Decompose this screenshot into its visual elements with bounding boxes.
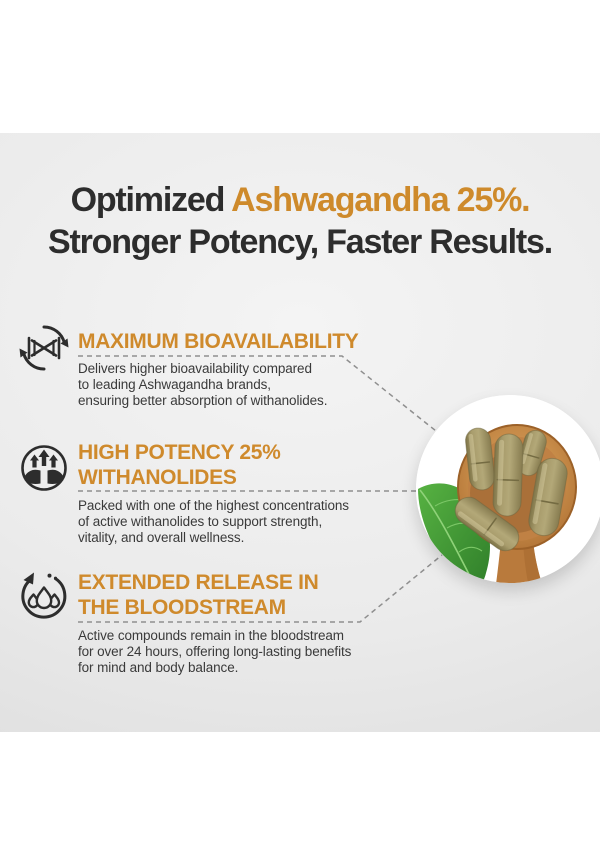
headline-line2: Stronger Potency, Faster Results.	[48, 223, 553, 261]
feature-2-title: HIGH POTENCY 25% WITHANOLIDES	[78, 441, 281, 489]
headline-line1-prefix: Optimized	[70, 181, 232, 219]
drops-cycle-icon	[16, 568, 72, 624]
capsules	[454, 427, 568, 552]
feature-3-body: Active compounds remain in the bloodstre…	[78, 628, 352, 675]
headline: Optimized Ashwagandha 25%. Stronger Pote…	[0, 179, 600, 263]
dna-cycle-icon	[16, 320, 72, 376]
feature-1-title: MAXIMUM BIOAVAILABILITY	[78, 330, 359, 353]
headline-line1: Optimized Ashwagandha 25%.	[0, 179, 600, 221]
capsules-photo-circle	[416, 395, 600, 583]
hands-growth-icon	[16, 440, 72, 496]
feature-1-body: Delivers higher bioavailability compared…	[78, 361, 328, 408]
headline-line1-highlight: Ashwagandha 25%.	[231, 181, 530, 219]
feature-2-body: Packed with one of the highest concentra…	[78, 498, 349, 545]
feature-3-title: EXTENDED RELEASE IN THE BLOODSTREAM	[78, 571, 319, 619]
